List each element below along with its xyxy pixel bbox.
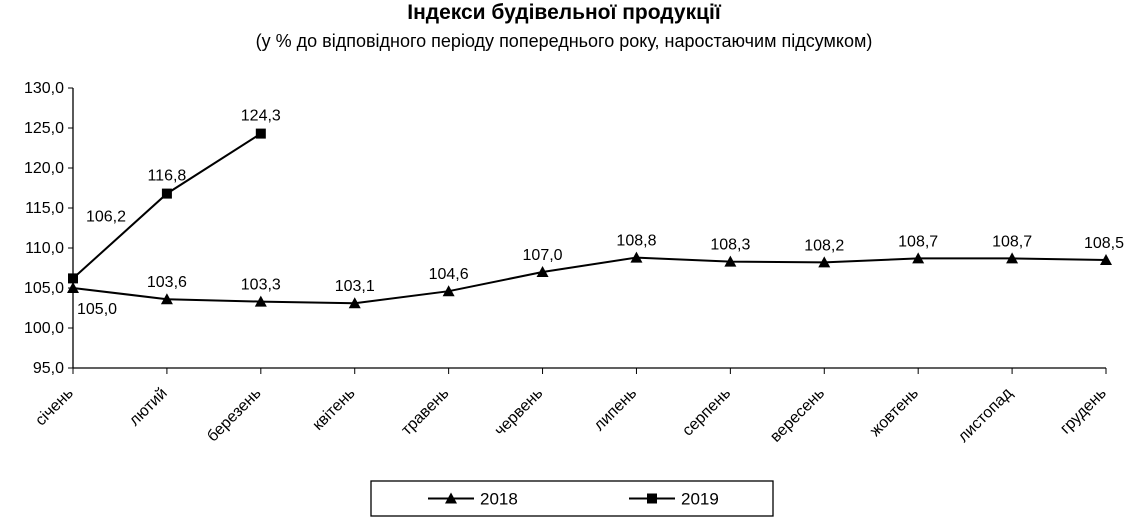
x-tick-label: січень [32,385,77,430]
series-point-2018 [1100,254,1112,265]
y-tick-label: 115,0 [25,200,64,217]
x-tick-label: квітень [310,385,359,434]
series-point-2018 [724,255,737,267]
legend-marker-2019 [647,493,657,504]
series-line-2018 [72,256,1107,305]
data-label-2018: 108,7 [898,233,938,250]
data-label-2018: 108,8 [616,233,656,250]
series-point-2018 [536,266,549,277]
y-tick-label: 100,0 [24,320,64,337]
data-label-2019: 106,2 [86,208,126,225]
x-tick-label: травень [398,385,452,439]
series-point-2018 [254,295,267,307]
legend-marker-2018 [445,492,457,504]
series-point-2018 [67,282,79,293]
y-tick-label: 110,0 [25,240,64,257]
data-label-2018: 105,0 [77,301,117,318]
series-point-2018 [348,297,361,309]
series-point-2019 [255,128,266,139]
y-tick-label: 95,0 [33,360,64,377]
series-point-2019 [68,273,78,284]
series-line-2019 [72,132,262,280]
x-tick-label: червень [492,385,547,440]
series-point-2018 [442,285,455,297]
data-label-2018: 108,7 [992,233,1032,250]
series-point-2018 [818,256,831,268]
data-label-2018: 108,3 [710,237,750,254]
x-tick-label: грудень [1057,385,1110,438]
y-tick-label: 120,0 [24,160,64,177]
data-label-2018: 108,2 [804,237,844,254]
data-label-2018: 107,0 [523,247,563,264]
x-tick-label: вересень [767,385,828,446]
data-label-2019: 124,3 [241,108,281,125]
x-tick-label: лютий [126,385,171,430]
data-label-2018: 103,6 [147,274,187,291]
legend-label-2018: 2018 [480,490,518,509]
x-tick-label: липень [591,385,641,435]
y-tick-label: 105,0 [24,280,64,297]
data-label-2018: 103,3 [241,277,281,294]
series-point-2018 [160,293,173,305]
series-point-2019 [161,188,172,199]
series-point-2018 [630,251,643,263]
chart-subtitle: (у % до відповідного періоду попередньог… [255,31,873,51]
data-label-2019: 116,8 [147,168,186,185]
data-label-2018: 103,1 [335,278,375,295]
y-tick-label: 130,0 [24,80,64,97]
data-label-2018: 108,5 [1084,235,1124,252]
chart-title: Індекси будівельної продукції [407,1,721,24]
series-point-2018 [1006,252,1019,264]
x-tick-label: жовтень [867,385,922,440]
data-label-2018: 104,6 [429,266,469,283]
x-tick-label: березень [204,385,265,446]
legend-label-2019: 2019 [681,490,719,509]
y-tick-label: 125,0 [24,120,64,137]
series-point-2018 [912,252,925,264]
x-tick-label: серпень [679,385,734,440]
x-tick-label: листопад [955,384,1016,445]
